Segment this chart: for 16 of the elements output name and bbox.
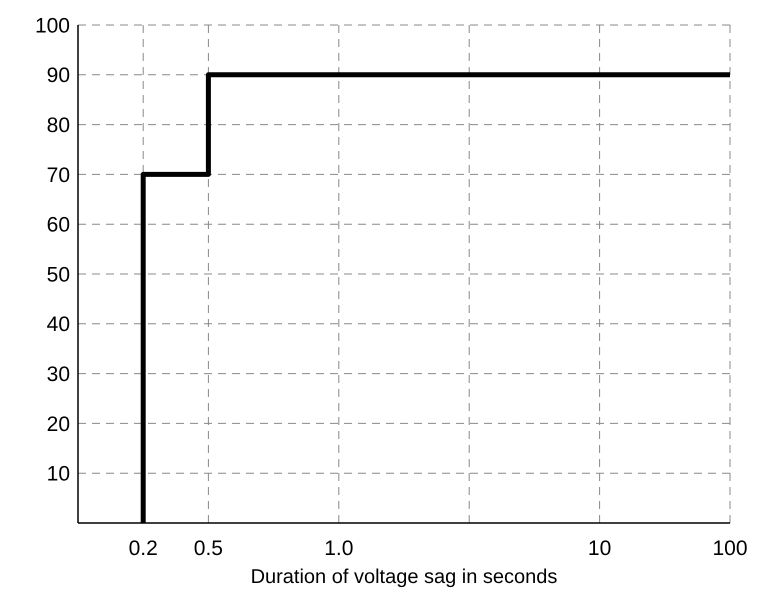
x-axis-title: Duration of voltage sag in seconds bbox=[250, 566, 558, 588]
y-tick-label: 100 bbox=[34, 14, 70, 38]
x-tick-label: 0.5 bbox=[194, 537, 223, 560]
y-tick-label: 20 bbox=[46, 412, 70, 436]
y-tick-label: 90 bbox=[46, 64, 70, 88]
y-tick-label: 10 bbox=[46, 462, 70, 486]
y-tick-label: 30 bbox=[46, 362, 70, 386]
y-tick-label: 40 bbox=[46, 313, 70, 336]
y-tick-label: 80 bbox=[46, 114, 70, 137]
y-tick-label: 60 bbox=[46, 214, 70, 237]
y-tick-label: 50 bbox=[46, 263, 70, 286]
y-tick-label: 70 bbox=[46, 164, 70, 187]
x-tick-label: 100 bbox=[712, 537, 748, 560]
x-tick-label: 0.2 bbox=[128, 537, 158, 560]
x-tick-label: 1.0 bbox=[324, 537, 354, 560]
x-tick-label: 10 bbox=[588, 537, 612, 560]
